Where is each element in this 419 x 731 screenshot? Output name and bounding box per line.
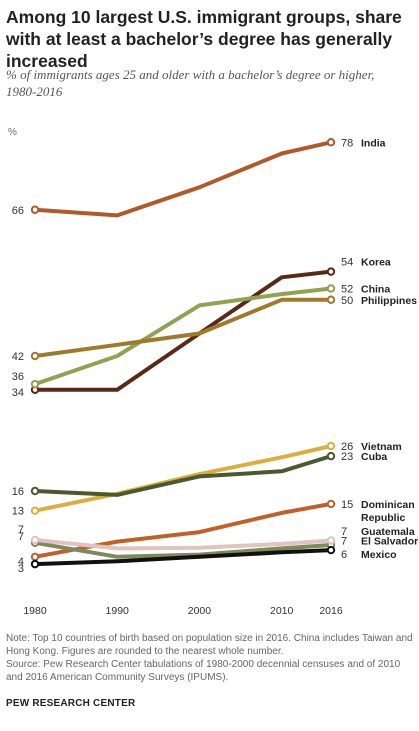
start-marker-el-salvador: [30, 535, 40, 545]
series-line-india: [33, 140, 333, 218]
series-name-vietnam: Vietnam: [361, 441, 402, 453]
end-marker-india: [326, 138, 336, 147]
end-marker-el-salvador: [326, 536, 336, 545]
series-name-cuba: Cuba: [361, 451, 387, 463]
start-label-china: 36: [12, 371, 24, 383]
end-label-mexico: 6: [341, 549, 347, 561]
series-line-korea: [33, 269, 333, 392]
end-label-dominican-republic: 15: [341, 499, 353, 511]
series-line-philippines: [33, 297, 333, 358]
series-name-india: India: [361, 137, 386, 149]
series-name-korea: Korea: [361, 257, 391, 269]
series-name-el-salvador: El Salvador: [361, 536, 418, 548]
start-marker-dominican-republic: [30, 552, 40, 562]
x-tick-label-1990: 1990: [106, 605, 130, 617]
start-label-mexico: 3: [18, 563, 24, 575]
start-marker-china: [30, 379, 40, 389]
start-label-dominican-republic: 4: [18, 556, 24, 568]
start-marker-vietnam: [30, 506, 40, 515]
series-line-vietnam: [33, 444, 333, 513]
start-label-cuba: 16: [12, 486, 24, 498]
series-line-guatemala: [33, 540, 333, 559]
note-text: Note: Top 10 countries of birth based on…: [6, 633, 413, 657]
start-label-el-salvador: 7: [18, 531, 24, 543]
series-lines: [33, 140, 333, 567]
source-text: Source: Pew Research Center tabulations …: [6, 659, 401, 683]
y-unit-label: %: [8, 127, 17, 138]
chart-subtitle: % of immigrants ages 25 and older with a…: [6, 67, 375, 99]
x-tick-label-2016: 2016: [319, 605, 343, 617]
series-name-guatemala: Guatemala: [361, 526, 415, 538]
series-name-philippines: Philippines: [361, 295, 417, 307]
end-marker-china: [326, 284, 336, 293]
start-label-guatemala: 7: [18, 524, 24, 536]
x-axis: 1980 1990 2000 2010 2016: [23, 605, 343, 617]
start-label-korea: 34: [12, 387, 24, 399]
series-line-china: [33, 286, 333, 387]
end-marker-cuba: [326, 451, 336, 461]
start-marker-cuba: [30, 486, 40, 496]
end-marker-korea: [326, 267, 336, 276]
end-label-guatemala: 7: [341, 526, 347, 538]
x-tick-label-1980: 1980: [23, 605, 47, 617]
series-name-dominican-republic: Republic: [361, 512, 405, 524]
end-marker-mexico: [326, 545, 336, 555]
series-line-mexico: [33, 548, 333, 567]
series-line-el-salvador: [33, 537, 333, 551]
end-label-korea: 54: [341, 257, 353, 269]
end-label-india: 78: [341, 137, 353, 149]
start-label-vietnam: 13: [12, 506, 24, 518]
series-name-dominican-republic: Dominican: [361, 499, 415, 511]
x-tick-label-2000: 2000: [188, 605, 212, 617]
brand-logo-text: PEW RESEARCH CENTER: [6, 698, 136, 709]
end-marker-dominican-republic: [326, 499, 336, 509]
end-marker-vietnam: [326, 441, 336, 451]
start-marker-india: [30, 205, 40, 214]
start-label-philippines: 42: [12, 351, 24, 363]
chart-title: Among 10 largest U.S. immigrant groups, …: [6, 7, 402, 71]
end-label-el-salvador: 7: [341, 536, 347, 548]
chart-note: Note: Top 10 countries of birth based on…: [6, 632, 416, 684]
series-name-mexico: Mexico: [361, 549, 397, 561]
x-tick-label-2010: 2010: [270, 605, 294, 617]
end-label-philippines: 50: [341, 295, 353, 307]
end-label-china: 52: [341, 284, 353, 296]
end-marker-philippines: [326, 295, 336, 304]
end-label-cuba: 23: [341, 451, 353, 463]
series-name-china: China: [361, 284, 390, 296]
series-line-cuba: [33, 454, 333, 497]
end-label-vietnam: 26: [341, 441, 353, 453]
start-marker-philippines: [30, 351, 40, 361]
start-marker-mexico: [30, 559, 40, 569]
start-label-india: 66: [12, 205, 24, 217]
series-markers: [30, 138, 336, 569]
